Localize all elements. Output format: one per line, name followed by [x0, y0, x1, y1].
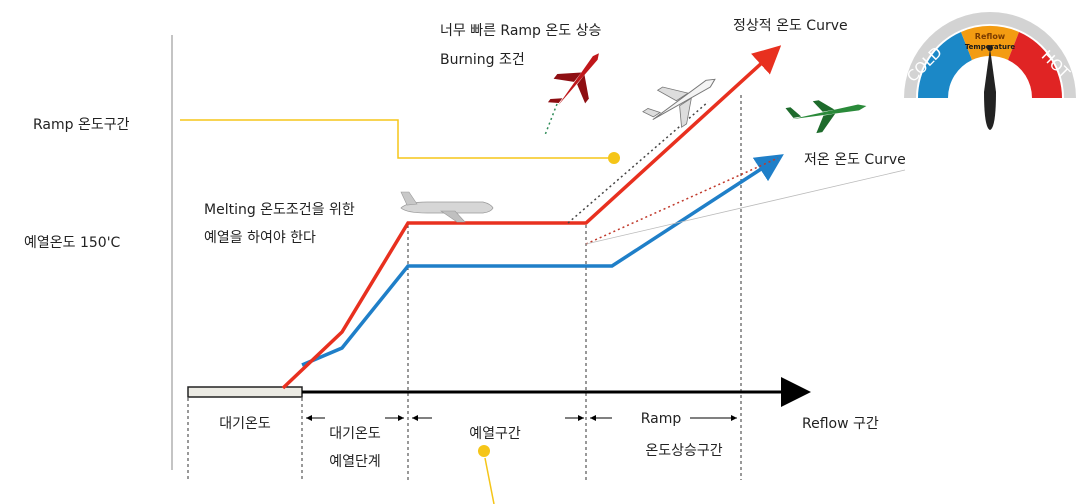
white-airliner-icon [642, 78, 716, 128]
melting-label-line2: 예열을 하여야 한다 [204, 230, 316, 246]
stage-standby-preheat-line2: 예열단계 [329, 454, 381, 470]
normal-temperature-curve [281, 45, 782, 390]
melting-label-line1: Melting 온도조건을 위한 [204, 202, 355, 218]
gauge-title-line2: Temperature [965, 43, 1016, 51]
stage-ramp-line1: Ramp [641, 411, 682, 427]
low-curve-guide-line [585, 157, 779, 245]
low-curve-faint-line [585, 169, 906, 245]
gauge-title-line1: Reflow [975, 32, 1006, 41]
green-jet-icon [785, 100, 867, 134]
burning-guide-line [567, 101, 709, 224]
ramp-section-label: Ramp 온도구간 [33, 117, 130, 133]
too-fast-ramp-label: 너무 빠른 Ramp 온도 상승 [440, 23, 601, 39]
stage-reflow-label: Reflow 구간 [802, 416, 879, 432]
stage-standby-preheat-line1: 대기온도 [329, 426, 381, 442]
ramp-section-marker [608, 152, 620, 164]
low-curve-label: 저온 온도 Curve [804, 152, 906, 168]
stage-preheat-label: 예열구간 [469, 426, 521, 442]
normal-curve-label: 정상적 온도 Curve [733, 18, 848, 34]
preheat-temperature-label: 예열온도 150'C [24, 235, 121, 251]
grey-airliner-icon [400, 191, 494, 223]
red-jet-trail [544, 103, 558, 136]
stage-ramp-line2: 온도상승구간 [645, 443, 722, 459]
stage-standby-label: 대기온도 [219, 416, 271, 432]
preheat-marker [478, 445, 490, 457]
preheat-marker-line [484, 457, 495, 504]
red-jet-icon [547, 53, 599, 106]
ramp-section-connector [180, 119, 612, 159]
low-temperature-curve [301, 154, 784, 367]
burning-condition-label: Burning 조건 [440, 52, 525, 68]
temperature-gauge [904, 12, 1076, 130]
